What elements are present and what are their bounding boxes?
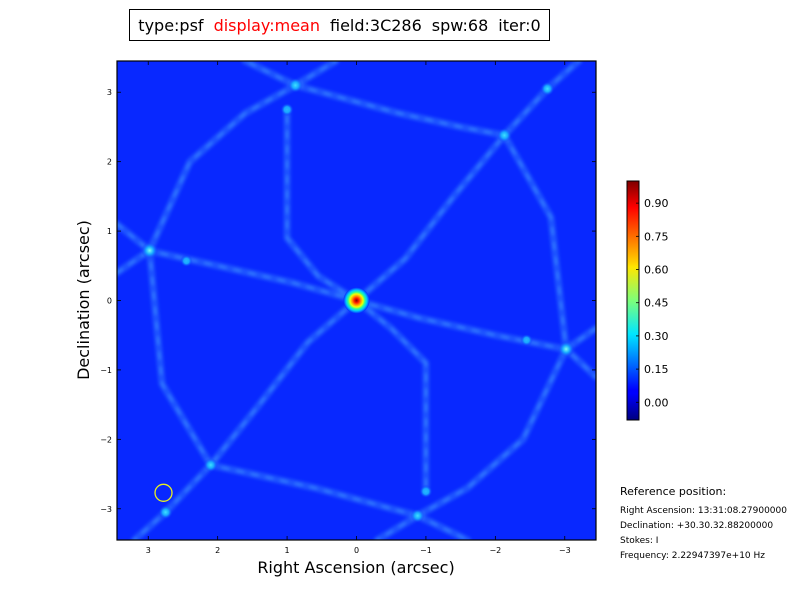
x-axis-label: Right Ascension (arcsec) — [257, 558, 454, 577]
reference-position-panel: Reference position: Right Ascension: 13:… — [620, 485, 798, 564]
title-iter: iter:0 — [498, 15, 541, 35]
x-tick-label: 2 — [215, 546, 220, 555]
x-axis-ticks: 3 2 1 0 −1 −2 −3 — [146, 61, 571, 555]
x-tick-label: 1 — [285, 546, 290, 555]
psf-sidelobe-peak — [180, 254, 193, 268]
reference-frequency: Frequency: 2.22947397e+10 Hz — [620, 551, 766, 561]
x-tick-label: −3 — [559, 546, 571, 555]
position-marker-circle[interactable] — [154, 483, 173, 502]
reference-stokes: Stokes: I — [620, 536, 659, 546]
y-tick-label: 2 — [107, 158, 112, 167]
title-spw: spw:68 — [431, 15, 489, 35]
colorbar-tick-label: 0.60 — [644, 264, 669, 277]
psf-sidelobe-peak — [141, 242, 159, 259]
psf-sidelobe-peak — [158, 505, 173, 520]
y-axis-label: Declination (arcsec) — [74, 220, 93, 380]
image-title-box: type:psf display:mean field:3C286 spw:68… — [129, 9, 550, 41]
x-tick-label: 0 — [354, 546, 359, 555]
colorbar-tick-label: 0.00 — [644, 396, 669, 409]
y-tick-label: −1 — [100, 366, 112, 375]
x-tick-label: −2 — [489, 546, 501, 555]
title-field: field:3C286 — [329, 15, 422, 35]
psf-sidelobe-peak — [410, 508, 425, 523]
y-tick-label: 0 — [107, 297, 112, 306]
reference-ra: Right Ascension: 13:31:08.27900000 — [620, 506, 787, 516]
psf-main-peak — [343, 287, 370, 314]
psf-sidelobe-peak — [497, 127, 512, 143]
colorbar-tick-label: 0.15 — [644, 363, 669, 376]
y-tick-label: −3 — [100, 505, 112, 514]
y-tick-label: 1 — [107, 227, 112, 236]
reference-heading: Reference position: — [620, 485, 727, 498]
x-tick-label: −1 — [420, 546, 432, 555]
psf-sidelobe-peak — [287, 77, 303, 93]
colorbar-tick-label: 0.90 — [644, 197, 669, 210]
psf-sidelobe-peak — [520, 333, 533, 347]
title-type: type:psf — [138, 15, 204, 35]
reference-dec: Declination: +30.30.32.88200000 — [620, 521, 774, 531]
marker-layer — [154, 483, 173, 502]
x-tick-label: 3 — [146, 546, 151, 555]
colorbar-frame — [626, 180, 640, 421]
colorbar-tick-label: 0.30 — [644, 330, 669, 343]
colorbar — [627, 181, 639, 420]
psf-sidelobe-peak — [540, 81, 555, 96]
psf-sidelobe-peak — [280, 103, 294, 117]
psf-sidelobe-peak — [557, 340, 575, 358]
colorbar-tick-label: 0.45 — [644, 297, 669, 310]
y-axis-ticks: 3 2 1 0 −1 −2 −3 — [100, 88, 596, 514]
title-display-mode: display:mean — [213, 15, 320, 35]
colorbar-ticks: 0.90 0.75 0.60 0.45 0.30 0.15 0.00 — [636, 197, 669, 409]
psf-peaks-layer — [141, 77, 575, 523]
colorbar-tick-label: 0.75 — [644, 230, 669, 243]
y-tick-label: −2 — [100, 435, 112, 444]
y-tick-label: 3 — [107, 88, 112, 97]
psf-sidelobe-peak — [419, 484, 433, 498]
psf-sidelobe-peak — [203, 457, 218, 473]
